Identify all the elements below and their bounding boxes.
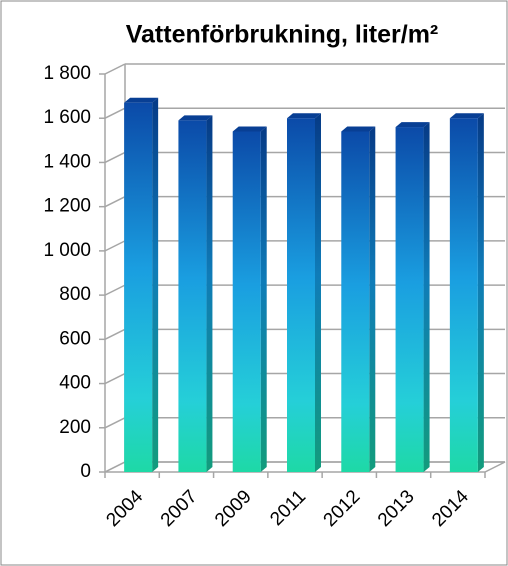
bar-top [395,122,430,128]
bar [287,118,315,472]
grid-diagonal [104,151,126,164]
y-tick-label: 600 [59,328,91,349]
chart-title: Vattenförbrukning, liter/m² [126,21,439,49]
y-tick-label: 1 000 [43,240,91,261]
grid-diagonal [104,195,126,208]
x-tick-label: 2012 [320,486,365,531]
bar-top [287,113,321,119]
bar-top [232,126,267,132]
grid-diagonal [104,63,126,75]
y-tick-label: 200 [59,417,91,438]
bar-top [341,126,376,132]
bar-side [260,126,267,472]
grid-diagonal [104,417,126,429]
x-tick-label: 2007 [157,486,202,531]
bar [232,131,261,472]
x-tick-label: 2004 [102,486,147,531]
grid-diagonal [104,328,126,341]
grid-diagonal [104,461,126,473]
y-tick-label: 800 [59,284,91,305]
bar [449,118,478,472]
y-tick-label: 1 400 [43,151,91,172]
bar-side [152,97,159,472]
x-tick-label: 2014 [428,486,473,531]
bar-side [369,126,376,472]
bar-top [449,113,484,119]
y-tick-label: 400 [59,373,91,394]
bar-side [206,115,213,472]
bar [124,102,153,472]
y-tick-label: 1 800 [43,63,91,84]
y-tick-label: 1 600 [43,107,91,128]
grid-diagonal [104,107,126,119]
bar [395,127,424,473]
x-tick-label: 2009 [211,486,256,531]
bar-side [423,122,430,473]
bar-top [124,97,159,103]
y-tick-label: 0 [80,461,91,482]
bar-side [315,113,321,472]
bar [341,131,370,472]
grid-diagonal [104,372,126,385]
grid-diagonal [104,284,126,296]
x-tick-label: 2013 [374,486,419,531]
bar-top [178,115,213,121]
bar-side [477,113,484,472]
x-tick-label: 2011 [266,486,310,530]
y-tick-label: 1 200 [43,196,91,217]
grid-diagonal [104,240,126,252]
bar [178,120,207,472]
